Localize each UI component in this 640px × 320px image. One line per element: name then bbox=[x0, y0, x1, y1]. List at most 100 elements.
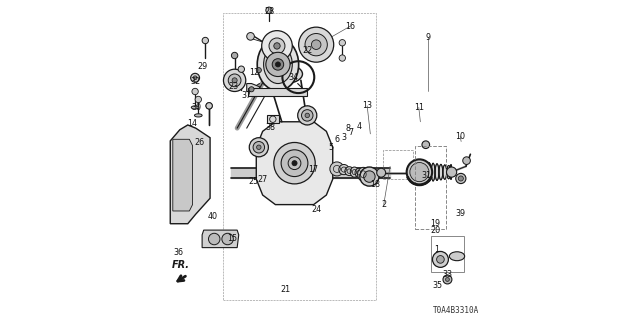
Circle shape bbox=[436, 256, 444, 263]
Text: 23: 23 bbox=[228, 82, 239, 91]
Text: 38: 38 bbox=[266, 123, 276, 132]
Text: 21: 21 bbox=[280, 284, 290, 293]
Circle shape bbox=[238, 66, 244, 72]
Text: 10: 10 bbox=[455, 132, 465, 140]
Text: 37: 37 bbox=[241, 91, 251, 100]
Text: 33: 33 bbox=[442, 270, 452, 279]
Circle shape bbox=[192, 88, 198, 95]
Text: FR.: FR. bbox=[172, 260, 189, 270]
Text: 3: 3 bbox=[341, 133, 346, 142]
Circle shape bbox=[422, 141, 429, 148]
Text: 13: 13 bbox=[362, 101, 372, 110]
Ellipse shape bbox=[330, 162, 344, 176]
Text: 19: 19 bbox=[430, 219, 440, 228]
Circle shape bbox=[175, 170, 188, 182]
Ellipse shape bbox=[435, 164, 439, 180]
Circle shape bbox=[175, 141, 188, 154]
Circle shape bbox=[281, 150, 308, 177]
Ellipse shape bbox=[449, 252, 465, 261]
Text: 29: 29 bbox=[198, 61, 208, 70]
Ellipse shape bbox=[428, 163, 431, 181]
Circle shape bbox=[377, 168, 386, 177]
Text: 5: 5 bbox=[328, 143, 333, 152]
Circle shape bbox=[364, 171, 375, 182]
Text: 34: 34 bbox=[289, 73, 299, 82]
Circle shape bbox=[433, 252, 449, 268]
Circle shape bbox=[301, 110, 313, 121]
Text: 36: 36 bbox=[173, 248, 183, 257]
Circle shape bbox=[191, 73, 200, 82]
Text: 32: 32 bbox=[190, 77, 200, 86]
Circle shape bbox=[458, 176, 463, 181]
Ellipse shape bbox=[439, 164, 443, 180]
Text: 22: 22 bbox=[302, 45, 312, 55]
Text: 2: 2 bbox=[381, 200, 387, 209]
Text: 16: 16 bbox=[345, 22, 355, 31]
Text: 11: 11 bbox=[414, 103, 424, 112]
Circle shape bbox=[232, 52, 238, 59]
Text: 24: 24 bbox=[311, 205, 321, 214]
Text: 39: 39 bbox=[455, 209, 465, 218]
Circle shape bbox=[232, 78, 237, 83]
Polygon shape bbox=[256, 122, 333, 204]
Text: 1: 1 bbox=[434, 245, 439, 254]
Circle shape bbox=[246, 33, 254, 40]
Circle shape bbox=[175, 195, 188, 208]
Text: 4: 4 bbox=[356, 122, 362, 131]
Ellipse shape bbox=[264, 45, 292, 84]
Ellipse shape bbox=[447, 165, 451, 179]
Circle shape bbox=[274, 43, 280, 49]
Ellipse shape bbox=[191, 106, 199, 109]
Text: 17: 17 bbox=[308, 165, 319, 174]
Circle shape bbox=[256, 68, 261, 73]
Circle shape bbox=[312, 40, 321, 50]
Circle shape bbox=[339, 40, 346, 46]
Circle shape bbox=[228, 74, 241, 87]
Ellipse shape bbox=[416, 161, 419, 183]
Circle shape bbox=[253, 141, 264, 153]
Text: 27: 27 bbox=[257, 175, 268, 184]
Text: 18: 18 bbox=[370, 180, 380, 189]
Bar bbox=[415, 146, 446, 228]
Circle shape bbox=[266, 7, 272, 13]
Ellipse shape bbox=[345, 167, 354, 176]
Ellipse shape bbox=[431, 163, 435, 181]
Circle shape bbox=[447, 167, 457, 177]
Circle shape bbox=[223, 69, 246, 92]
Text: 8: 8 bbox=[345, 124, 350, 132]
Text: 15: 15 bbox=[227, 234, 237, 243]
Circle shape bbox=[262, 31, 292, 61]
Ellipse shape bbox=[339, 164, 349, 175]
Polygon shape bbox=[170, 125, 210, 224]
Circle shape bbox=[257, 145, 261, 149]
Circle shape bbox=[305, 34, 327, 56]
Circle shape bbox=[206, 103, 212, 109]
Circle shape bbox=[305, 113, 310, 118]
Circle shape bbox=[195, 96, 202, 103]
Circle shape bbox=[406, 159, 432, 185]
Ellipse shape bbox=[420, 162, 423, 183]
Ellipse shape bbox=[443, 165, 447, 179]
Circle shape bbox=[445, 277, 449, 281]
Ellipse shape bbox=[424, 162, 427, 182]
Text: 31: 31 bbox=[422, 171, 432, 180]
Circle shape bbox=[222, 233, 234, 245]
Text: 25: 25 bbox=[248, 177, 259, 186]
Circle shape bbox=[272, 59, 284, 70]
Ellipse shape bbox=[257, 38, 299, 91]
Circle shape bbox=[456, 173, 466, 184]
Circle shape bbox=[193, 76, 197, 80]
Text: 12: 12 bbox=[250, 68, 260, 77]
Ellipse shape bbox=[268, 64, 303, 84]
Text: 20: 20 bbox=[430, 226, 440, 235]
Circle shape bbox=[360, 167, 379, 186]
Bar bbox=[431, 236, 465, 272]
Text: T0A4B3310A: T0A4B3310A bbox=[433, 306, 479, 315]
Bar bbox=[248, 88, 307, 96]
Text: 7: 7 bbox=[349, 128, 354, 137]
Bar bbox=[383, 150, 413, 179]
Circle shape bbox=[274, 142, 316, 184]
Circle shape bbox=[410, 163, 429, 182]
Circle shape bbox=[339, 55, 346, 61]
Text: 6: 6 bbox=[334, 135, 339, 144]
